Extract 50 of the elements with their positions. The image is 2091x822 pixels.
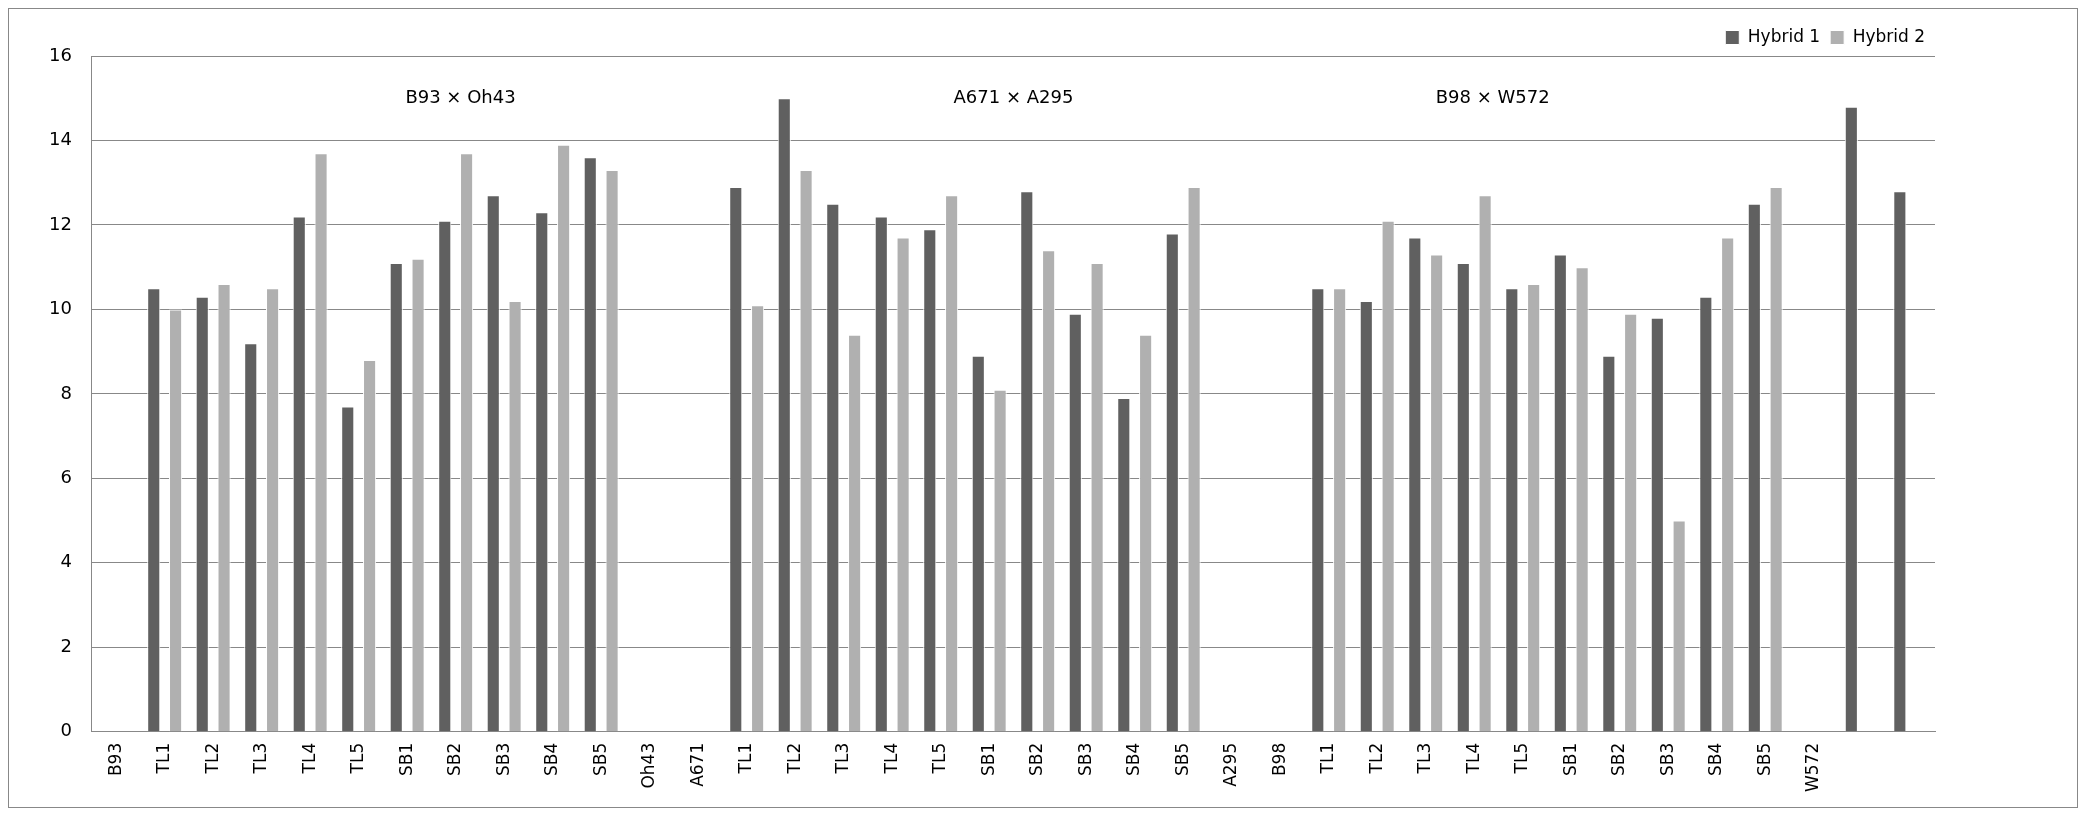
x-tick-label: TL4 — [880, 742, 901, 775]
x-tick-label: SB4 — [1123, 742, 1144, 777]
x-tick-label: TL2 — [201, 742, 222, 775]
legend-label: Hybrid 2 — [1852, 25, 1925, 46]
x-tick-label: TL5 — [347, 742, 368, 775]
x-tick-label: W572 — [1802, 742, 1823, 793]
x-tick-label: SB3 — [492, 742, 513, 777]
annotation: A671 × A295 — [953, 85, 1074, 107]
y-tick-label: 4 — [60, 550, 72, 572]
annotation: B98 × W572 — [1435, 85, 1550, 107]
x-tick-label: TL5 — [1511, 742, 1532, 775]
y-tick-label: 2 — [60, 634, 72, 656]
y-tick-label: 6 — [60, 466, 72, 488]
x-tick-label: SB2 — [1608, 742, 1629, 777]
x-tick-label: SB5 — [589, 742, 610, 777]
y-tick-label: 16 — [49, 43, 72, 65]
x-tick-label: TL3 — [250, 742, 271, 775]
annotation: B93 × Oh43 — [405, 85, 516, 107]
x-tick-label: B93 — [104, 742, 125, 777]
x-tick-label: SB1 — [395, 742, 416, 777]
x-tick-label: TL2 — [783, 742, 804, 775]
y-tick-label: 14 — [49, 128, 72, 150]
x-tick-label: A295 — [1220, 742, 1241, 787]
x-tick-label: SB1 — [1559, 742, 1580, 777]
x-tick-label: SB1 — [977, 742, 998, 777]
x-tick-label: TL1 — [735, 742, 756, 775]
x-tick-label: SB5 — [1171, 742, 1192, 777]
x-tick-label: SB4 — [1705, 742, 1726, 777]
x-tick-label: TL3 — [832, 742, 853, 775]
x-tick-label: TL3 — [1414, 742, 1435, 775]
x-tick-label: SB4 — [541, 742, 562, 777]
x-tick-label: SB3 — [1656, 742, 1677, 777]
x-tick-label: A671 — [686, 742, 707, 787]
x-tick-label: Oh43 — [638, 742, 659, 789]
x-tick-label: TL1 — [1317, 742, 1338, 775]
y-tick-label: 12 — [49, 212, 72, 234]
x-tick-label: TL1 — [153, 742, 174, 775]
x-tick-label: SB3 — [1074, 742, 1095, 777]
x-tick-label: SB2 — [1026, 742, 1047, 777]
x-tick-label: TL4 — [1462, 742, 1483, 775]
y-tick-label: 0 — [60, 719, 72, 741]
y-tick-label: 10 — [49, 297, 72, 319]
x-tick-label: B98 — [1268, 742, 1289, 777]
x-tick-label: TL5 — [929, 742, 950, 775]
x-tick-label: TL2 — [1365, 742, 1386, 775]
x-tick-label: TL4 — [298, 742, 319, 775]
x-tick-label: SB2 — [444, 742, 465, 777]
legend-label: Hybrid 1 — [1747, 25, 1821, 46]
x-tick-label: SB5 — [1753, 742, 1774, 777]
y-tick-label: 8 — [60, 381, 72, 403]
